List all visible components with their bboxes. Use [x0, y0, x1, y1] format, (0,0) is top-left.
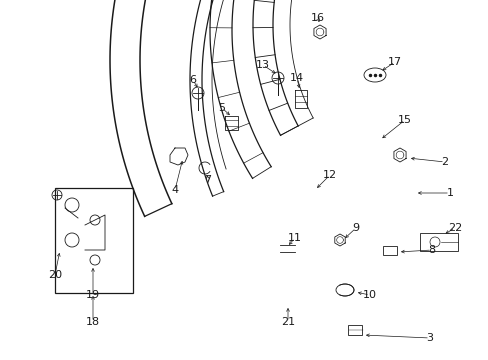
- Bar: [419, 233, 457, 251]
- Text: 13: 13: [256, 60, 269, 70]
- Text: 17: 17: [387, 57, 401, 67]
- Text: 1: 1: [446, 188, 452, 198]
- Text: 15: 15: [397, 115, 411, 125]
- Bar: [55, 188, 133, 293]
- Text: 6: 6: [189, 75, 196, 85]
- Text: 10: 10: [362, 290, 376, 300]
- Bar: [382, 246, 396, 255]
- Text: 12: 12: [322, 170, 336, 180]
- Text: 16: 16: [310, 13, 325, 23]
- Text: 11: 11: [287, 233, 302, 243]
- Text: 8: 8: [427, 245, 435, 255]
- Text: 21: 21: [281, 317, 294, 327]
- Text: 19: 19: [86, 290, 100, 300]
- Text: 18: 18: [86, 317, 100, 327]
- Bar: [347, 325, 361, 335]
- Text: 22: 22: [447, 223, 461, 233]
- Text: 9: 9: [352, 223, 359, 233]
- Text: 4: 4: [171, 185, 178, 195]
- Text: 3: 3: [426, 333, 433, 343]
- Text: 5: 5: [218, 103, 225, 113]
- Text: 7: 7: [204, 175, 211, 185]
- Text: 20: 20: [48, 270, 62, 280]
- Text: 14: 14: [289, 73, 304, 83]
- Text: 2: 2: [441, 157, 447, 167]
